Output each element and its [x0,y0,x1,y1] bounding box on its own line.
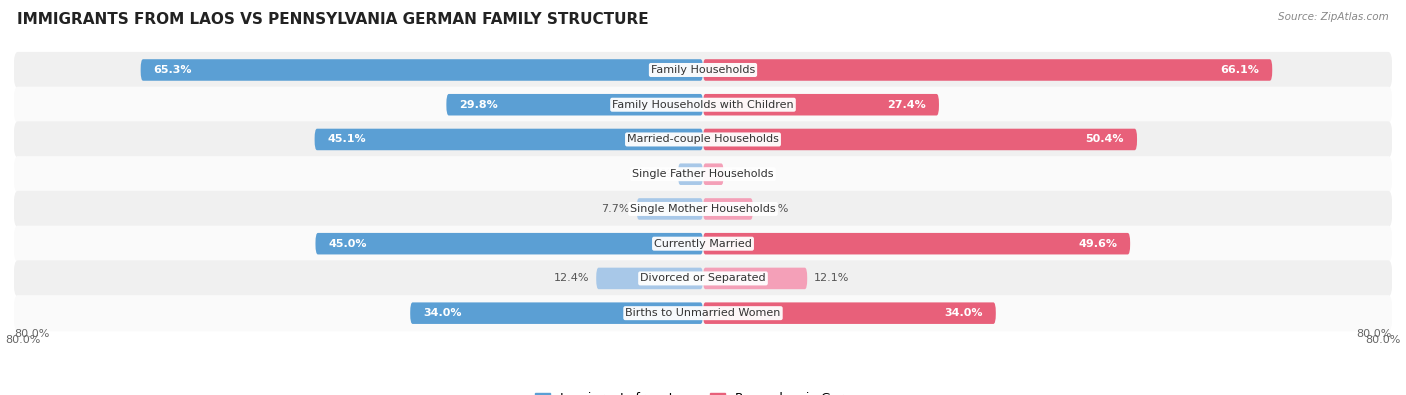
Text: 65.3%: 65.3% [153,65,193,75]
Text: 50.4%: 50.4% [1085,134,1125,145]
FancyBboxPatch shape [678,164,703,185]
FancyBboxPatch shape [14,121,1392,158]
Text: IMMIGRANTS FROM LAOS VS PENNSYLVANIA GERMAN FAMILY STRUCTURE: IMMIGRANTS FROM LAOS VS PENNSYLVANIA GER… [17,12,648,27]
FancyBboxPatch shape [703,268,807,289]
FancyBboxPatch shape [141,59,703,81]
FancyBboxPatch shape [703,164,724,185]
Text: 12.4%: 12.4% [554,273,589,284]
Text: 80.0%: 80.0% [6,335,41,345]
FancyBboxPatch shape [14,226,1392,262]
Text: 34.0%: 34.0% [945,308,983,318]
Text: 34.0%: 34.0% [423,308,461,318]
Text: Divorced or Separated: Divorced or Separated [640,273,766,284]
FancyBboxPatch shape [703,233,1130,254]
FancyBboxPatch shape [411,303,703,324]
FancyBboxPatch shape [637,198,703,220]
Text: 7.7%: 7.7% [602,204,630,214]
Text: 80.0%: 80.0% [14,329,49,339]
FancyBboxPatch shape [14,156,1392,192]
FancyBboxPatch shape [703,129,1137,150]
Text: 45.1%: 45.1% [328,134,366,145]
Text: 2.9%: 2.9% [643,169,671,179]
Text: 80.0%: 80.0% [1357,329,1392,339]
Text: 27.4%: 27.4% [887,100,927,110]
FancyBboxPatch shape [703,198,754,220]
Text: 49.6%: 49.6% [1078,239,1118,249]
Text: Single Mother Households: Single Mother Households [630,204,776,214]
FancyBboxPatch shape [14,295,1392,331]
FancyBboxPatch shape [14,52,1392,88]
FancyBboxPatch shape [315,233,703,254]
Text: 29.8%: 29.8% [460,100,498,110]
Text: Family Households: Family Households [651,65,755,75]
FancyBboxPatch shape [14,260,1392,297]
FancyBboxPatch shape [703,303,995,324]
Text: Family Households with Children: Family Households with Children [612,100,794,110]
Text: Births to Unmarried Women: Births to Unmarried Women [626,308,780,318]
FancyBboxPatch shape [446,94,703,115]
Text: Married-couple Households: Married-couple Households [627,134,779,145]
Text: 66.1%: 66.1% [1220,65,1260,75]
FancyBboxPatch shape [315,129,703,150]
Text: Source: ZipAtlas.com: Source: ZipAtlas.com [1278,12,1389,22]
Text: 2.4%: 2.4% [731,169,759,179]
Text: 5.8%: 5.8% [759,204,789,214]
FancyBboxPatch shape [703,94,939,115]
FancyBboxPatch shape [14,87,1392,123]
FancyBboxPatch shape [14,191,1392,227]
Text: Single Father Households: Single Father Households [633,169,773,179]
Text: 45.0%: 45.0% [329,239,367,249]
FancyBboxPatch shape [596,268,703,289]
Text: 12.1%: 12.1% [814,273,849,284]
Text: Currently Married: Currently Married [654,239,752,249]
FancyBboxPatch shape [703,59,1272,81]
Text: 80.0%: 80.0% [1365,335,1400,345]
Legend: Immigrants from Laos, Pennsylvania German: Immigrants from Laos, Pennsylvania Germa… [530,387,876,395]
